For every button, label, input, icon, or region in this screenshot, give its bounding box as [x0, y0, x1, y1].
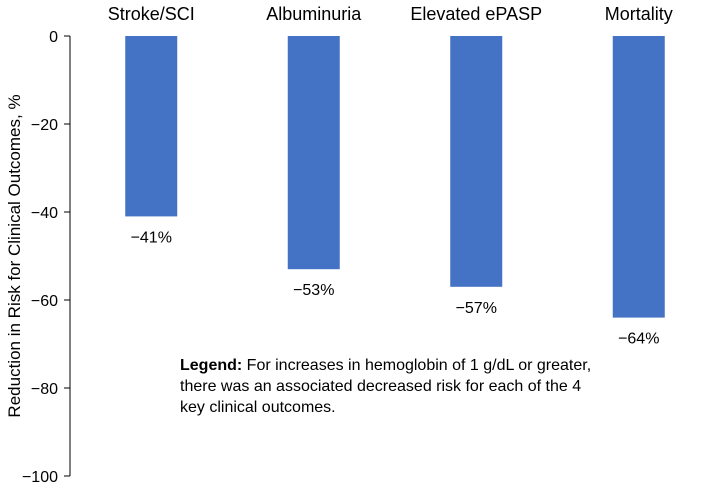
category-label: Elevated ePASP — [410, 4, 542, 24]
y-tick-label: −100 — [22, 469, 58, 484]
data-label: −57% — [456, 300, 497, 317]
legend-note: Legend: For increases in hemoglobin of 1… — [180, 355, 600, 418]
category-label: Stroke/SCI — [108, 4, 195, 24]
legend-note-label: Legend: — [180, 357, 243, 374]
data-label: −41% — [131, 229, 172, 246]
bar — [612, 36, 665, 318]
category-label: Mortality — [605, 4, 673, 24]
y-tick-label: −20 — [31, 117, 58, 134]
bar — [450, 36, 503, 287]
category-label: Albuminuria — [266, 4, 362, 24]
bar — [287, 36, 340, 270]
data-label: −53% — [293, 282, 334, 299]
bar — [125, 36, 178, 217]
y-axis-title: Reduction in Risk for Clinical Outcomes,… — [5, 94, 24, 417]
y-tick-label: 0 — [49, 29, 58, 46]
y-tick-label: −80 — [31, 381, 58, 398]
y-tick-label: −40 — [31, 205, 58, 222]
y-tick-label: −60 — [31, 293, 58, 310]
legend-note-text: For increases in hemoglobin of 1 g/dL or… — [180, 357, 592, 416]
data-label: −64% — [618, 331, 659, 348]
